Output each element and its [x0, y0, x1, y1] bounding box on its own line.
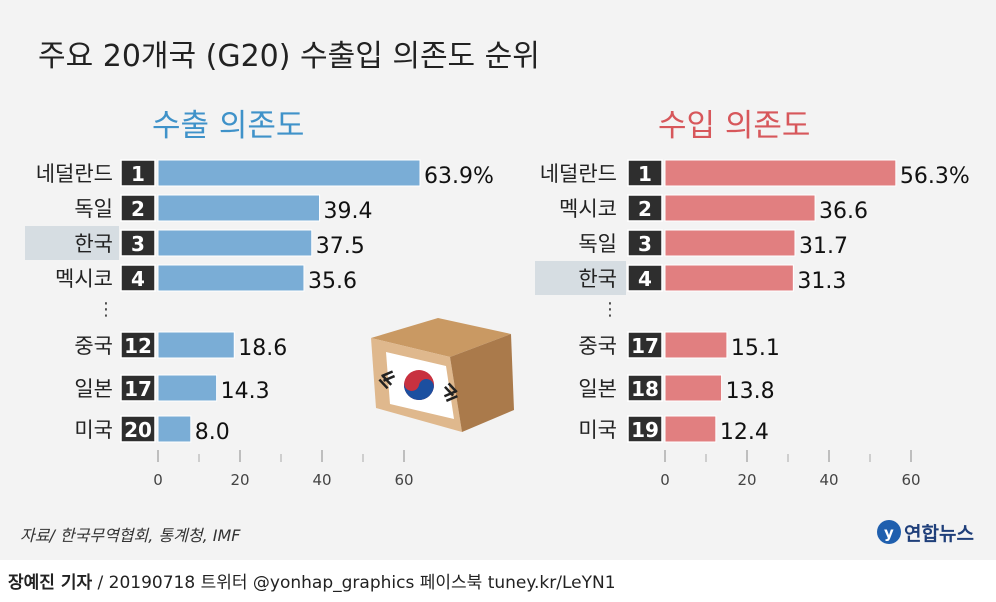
export-rank-box [120, 159, 156, 187]
import-value-label: 15.1 [731, 336, 780, 361]
import-bar [664, 331, 728, 359]
export-bar [157, 415, 192, 443]
import-rank-label: 17 [631, 334, 659, 358]
import-rank-box [627, 264, 663, 292]
export-rank-box [120, 229, 156, 257]
svg-text:y: y [884, 524, 894, 542]
export-bar [157, 159, 421, 187]
import-rank-box [627, 229, 663, 257]
export-rank-label: 12 [124, 334, 152, 358]
import-category-label: 멕시코 [559, 197, 617, 221]
import-rank-label: 3 [638, 232, 652, 256]
logo-icon [877, 520, 901, 544]
import-bar [664, 374, 723, 402]
import-category-label: 중국 [578, 334, 617, 358]
import-tick-label: 60 [901, 471, 920, 489]
export-rank-label: 17 [124, 377, 152, 401]
export-rank-label: 2 [131, 197, 145, 221]
import-value-label: 12.4 [720, 420, 769, 445]
import-category-label: 일본 [578, 377, 617, 401]
import-rank-label: 18 [631, 377, 659, 401]
import-bar [664, 229, 796, 257]
export-rank-label: 1 [131, 162, 145, 186]
import-value-label: 36.6 [819, 199, 868, 224]
import-category-label: 독일 [578, 232, 617, 256]
export-tick-label: 60 [394, 471, 413, 489]
export-rank-label: 20 [124, 418, 152, 442]
export-value-label: 39.4 [324, 199, 373, 224]
export-rank-box [120, 374, 156, 402]
import-category-label: 미국 [578, 418, 617, 442]
import-rank-label: 19 [631, 418, 659, 442]
export-rank-box [120, 264, 156, 292]
import-bar [664, 264, 794, 292]
export-rank-box [120, 415, 156, 443]
export-value-label: 35.6 [308, 269, 357, 294]
taegeuk-icon [378, 370, 458, 402]
import-value-label: 13.8 [726, 379, 775, 404]
footer-credit: 장예진 기자 / 20190718 트위터 @yonhap_graphics 페… [8, 573, 616, 593]
source-note: 자료/ 한국무역협회, 통계청, IMF [20, 526, 241, 545]
export-value-label: 18.6 [238, 336, 287, 361]
export-tick-label: 20 [230, 471, 249, 489]
export-rank-label: 3 [131, 232, 145, 256]
export-highlight-band [25, 226, 119, 260]
import-category-label: 네덜란드 [540, 162, 617, 186]
import-category-label: 한국 [578, 267, 617, 291]
import-tick-label: 20 [737, 471, 756, 489]
export-gap-marker: ⋮ [97, 299, 115, 320]
import-rank-label: 2 [638, 197, 652, 221]
import-tick-label: 40 [819, 471, 838, 489]
import-gap-marker: ⋮ [601, 299, 619, 320]
import-rank-label: 4 [638, 267, 652, 291]
export-category-label: 미국 [74, 418, 113, 442]
export-bar [157, 229, 313, 257]
export-rank-box [120, 194, 156, 222]
footer-details: / 20190718 트위터 @yonhap_graphics 페이스북 tun… [92, 573, 615, 593]
export-category-label: 일본 [74, 377, 113, 401]
import-rank-box [627, 331, 663, 359]
import-bar [664, 159, 897, 187]
export-category-label: 멕시코 [55, 267, 113, 291]
import-chart-title: 수입 의존도 [658, 108, 810, 144]
export-category-label: 독일 [74, 197, 113, 221]
main-title: 주요 20개국 (G20) 수출입 의존도 순위 [38, 39, 540, 74]
import-rank-box [627, 159, 663, 187]
import-tick-label: 0 [660, 471, 670, 489]
export-bar [157, 194, 321, 222]
import-rank-label: 1 [638, 162, 652, 186]
export-category-label: 네덜란드 [36, 162, 113, 186]
import-value-label: 56.3% [900, 164, 970, 189]
export-value-label: 63.9% [424, 164, 494, 189]
yonhap-logo: y 연합뉴스 [877, 520, 974, 545]
import-value-label: 31.7 [799, 234, 848, 259]
export-bar [157, 374, 218, 402]
import-bar [664, 194, 816, 222]
export-bar [157, 331, 235, 359]
export-value-label: 14.3 [221, 379, 270, 404]
export-category-label: 한국 [74, 232, 113, 256]
import-rank-box [627, 415, 663, 443]
export-value-label: 37.5 [316, 234, 365, 259]
export-tick-label: 0 [153, 471, 163, 489]
footer-author: 장예진 기자 [8, 573, 92, 593]
import-highlight-band [535, 261, 626, 295]
export-bar [157, 264, 305, 292]
import-bar [664, 415, 717, 443]
svg-text:연합뉴스: 연합뉴스 [904, 523, 974, 545]
export-category-label: 중국 [74, 334, 113, 358]
export-box-illustration [371, 318, 514, 432]
import-rank-box [627, 374, 663, 402]
export-rank-box [120, 331, 156, 359]
import-rank-box [627, 194, 663, 222]
export-tick-label: 40 [312, 471, 331, 489]
export-chart-title: 수출 의존도 [152, 108, 304, 144]
export-value-label: 8.0 [195, 420, 230, 445]
import-value-label: 31.3 [797, 269, 846, 294]
export-rank-label: 4 [131, 267, 145, 291]
